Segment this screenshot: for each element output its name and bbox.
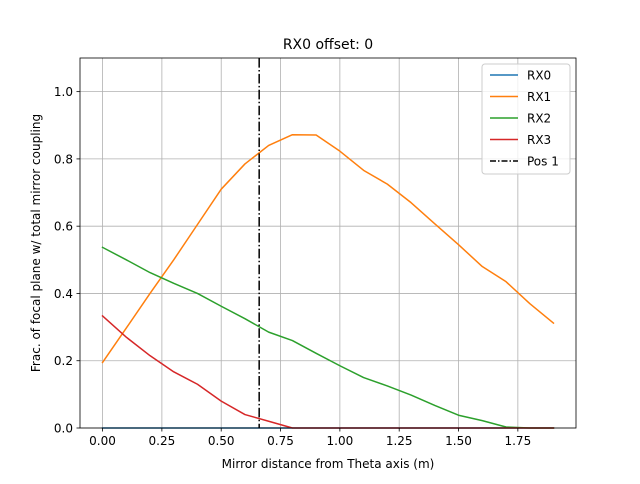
x-tick-label: 1.75	[504, 434, 531, 448]
legend: RX0 RX1 RX2 RX3 Pos 1	[481, 63, 571, 175]
y-tick-label: 0.6	[54, 220, 73, 234]
y-axis-label: Frac. of focal plane w/ total mirror cou…	[29, 114, 43, 372]
x-tick-label: 0.75	[267, 434, 294, 448]
legend-label-rx3: RX3	[527, 133, 551, 147]
x-tick-label: 1.00	[327, 434, 354, 448]
x-tick-label: 0.50	[208, 434, 235, 448]
legend-label-rx1: RX1	[527, 90, 551, 104]
legend-label-pos-1: Pos 1	[527, 155, 559, 169]
axes-frame	[79, 57, 577, 429]
y-tick-label: 0.2	[54, 354, 73, 368]
y-tick-label: 0.0	[54, 422, 73, 436]
x-tick-label: 1.25	[386, 434, 413, 448]
x-tick-label: 0.25	[149, 434, 176, 448]
y-tick-label: 0.4	[54, 287, 73, 301]
x-tick-label: 0.00	[89, 434, 116, 448]
y-tick-label: 0.8	[54, 152, 73, 166]
x-tick-label: 1.50	[445, 434, 472, 448]
legend-box	[481, 63, 571, 175]
legend-label-rx2: RX2	[527, 112, 551, 126]
legend-label-rx0: RX0	[527, 69, 551, 83]
series-line-rx1	[101, 133, 555, 364]
y-tick-label: 1.0	[54, 85, 73, 99]
series-line-rx2	[101, 246, 555, 429]
x-axis-label: Mirror distance from Theta axis (m)	[222, 457, 435, 471]
axis-ticks: 0.00 0.25 0.50 0.75 1.00 1.25 1.50 1.75 0.0 0.2 0.…	[54, 85, 531, 448]
chart-title: RX0 offset: 0	[283, 37, 373, 53]
